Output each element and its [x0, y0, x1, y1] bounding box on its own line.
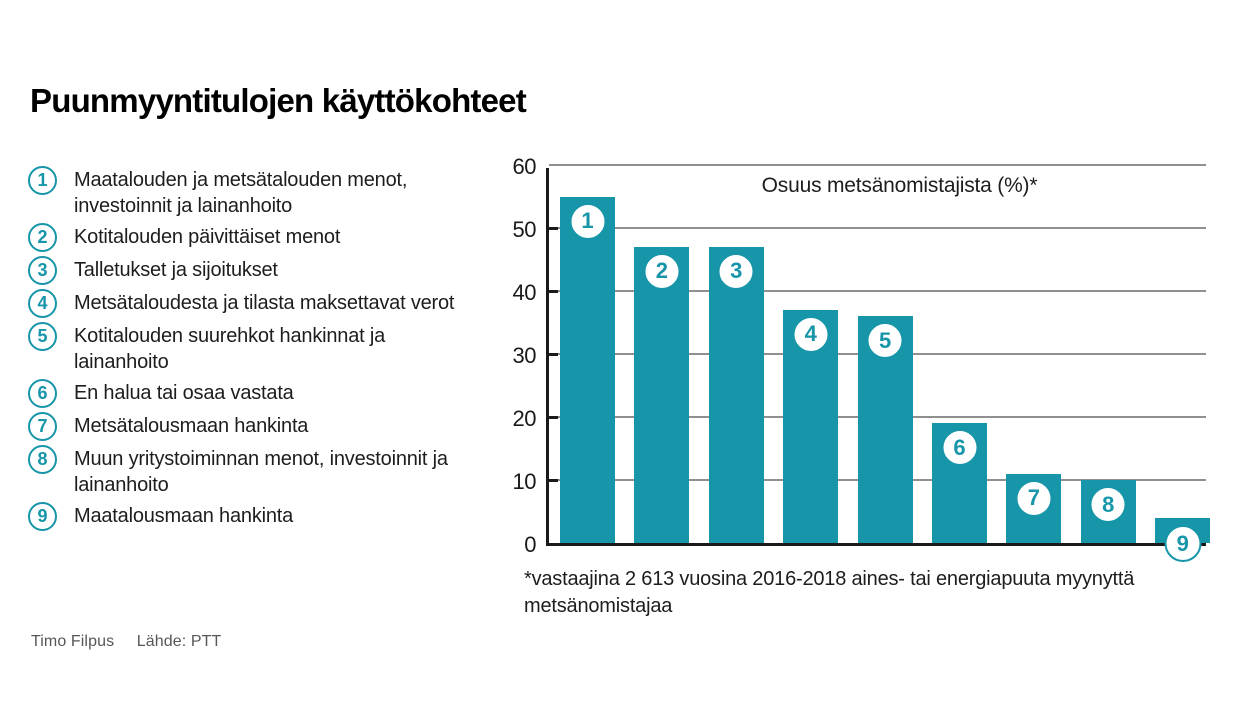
legend-number-badge: 7 [28, 412, 57, 441]
bar-number-badge-2: 2 [643, 252, 681, 290]
bar-number-badge-6: 6 [941, 429, 978, 467]
y-axis-tick-10 [549, 478, 558, 482]
y-axis-label-30: 30 [512, 343, 537, 368]
legend-label: Muun yritystoiminnan menot, investoinnit… [74, 448, 448, 496]
y-axis-tick-50 [549, 226, 558, 230]
legend-item: 5 Kotitalouden suurehkot hankinnat ja la… [28, 322, 498, 375]
legend-number-badge: 9 [28, 502, 57, 531]
legend-label: Talletukset ja sijoitukset [74, 259, 278, 281]
legend-item: 6 En halua tai osaa vastata [28, 379, 498, 408]
legend-label: En halua tai osaa vastata [74, 382, 294, 404]
bar-number-badge-7: 7 [1015, 479, 1053, 517]
page-title: Puunmyyntitulojen käyttökohteet [30, 82, 527, 119]
legend-number-badge: 1 [28, 166, 57, 195]
legend-number-badge: 4 [28, 289, 57, 318]
legend-list: 1 Maatalouden ja metsätalouden menot, in… [28, 166, 498, 536]
bar-3: 3 [708, 246, 764, 543]
y-axis-label-60: 60 [512, 154, 537, 179]
legend-number-badge: 2 [28, 223, 57, 252]
bar-1: 1 [560, 196, 615, 543]
gridline-60 [549, 164, 1206, 166]
legend-label: Kotitalouden päivittäiset menot [74, 226, 341, 248]
legend-item: 4 Metsätaloudesta ja tilasta maksettavat… [28, 289, 498, 318]
legend-item: 2 Kotitalouden päivittäiset menot [28, 223, 498, 252]
bar-number-badge-4: 4 [792, 315, 830, 353]
legend-label: Maatalouden ja metsätalouden menot, inve… [74, 169, 408, 217]
legend-number-badge: 8 [28, 445, 57, 474]
bar-4: 4 [783, 309, 839, 543]
gridline-40 [549, 290, 1206, 292]
bar-7: 7 [1006, 473, 1062, 543]
legend-item: 3 Talletukset ja sijoitukset [28, 256, 498, 285]
y-axis-tick-40 [549, 289, 558, 293]
y-axis-label-0: 0 [524, 532, 536, 557]
credit-author: Timo Filpus [31, 633, 115, 650]
bar-number-badge-8: 8 [1089, 486, 1127, 523]
legend-label: Kotitalouden suurehkot hankinnat ja lain… [74, 325, 386, 373]
bar-5: 5 [857, 316, 913, 543]
legend-number-badge: 5 [28, 322, 57, 351]
credits: Timo Filpus Lähde: PTT [31, 633, 239, 651]
legend-label: Maatalousmaan hankinta [74, 505, 294, 527]
legend-item: 9 Maatalousmaan hankinta [28, 502, 498, 531]
legend-item: 8 Muun yritystoiminnan menot, investoinn… [28, 445, 498, 498]
y-axis-tick-30 [549, 352, 558, 356]
legend-label: Metsätalousmaan hankinta [74, 415, 309, 437]
legend-number-badge: 6 [28, 379, 57, 408]
bar-6: 6 [932, 423, 987, 543]
legend-item: 7 Metsätalousmaan hankinta [28, 412, 498, 441]
bar-number-badge-3: 3 [717, 252, 755, 290]
legend-label: Metsätaloudesta ja tilasta maksettavat v… [74, 292, 455, 314]
y-axis-label-50: 50 [512, 217, 537, 242]
bar-number-badge-5: 5 [866, 322, 904, 360]
bar-number-badge-1: 1 [569, 202, 606, 240]
y-axis-tick-20 [549, 415, 558, 419]
y-axis-label-20: 20 [512, 406, 537, 431]
bar-9: 9 [1155, 517, 1211, 562]
bar-2: 2 [634, 246, 690, 543]
credit-source: Lähde: PTT [136, 633, 222, 650]
y-axis-label-40: 40 [512, 280, 537, 305]
bar-number-badge-9: 9 [1164, 525, 1202, 562]
chart-footnote: *vastaajina 2 613 vuosina 2016-2018 aine… [524, 568, 1135, 617]
legend-number-badge: 3 [28, 256, 57, 285]
gridline-50 [549, 227, 1206, 229]
y-axis-labels: 0 10 20 30 40 50 60 [484, 154, 537, 557]
legend-item: 1 Maatalouden ja metsätalouden menot, in… [28, 166, 498, 219]
y-axis-label-10: 10 [512, 469, 537, 494]
bar-8: 8 [1080, 480, 1136, 543]
chart-inner-title: Osuus metsänomistajista (%)* [761, 174, 1038, 197]
